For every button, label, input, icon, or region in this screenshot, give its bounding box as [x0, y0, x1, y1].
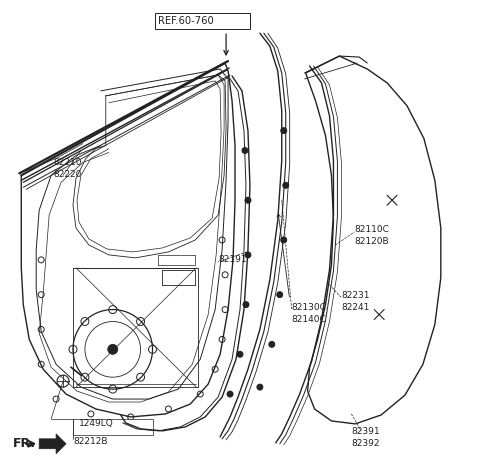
Text: REF.60-760: REF.60-760	[158, 16, 214, 26]
Text: 82191: 82191	[218, 255, 247, 264]
Circle shape	[281, 237, 287, 243]
Text: 82241: 82241	[341, 302, 370, 311]
Circle shape	[257, 384, 263, 390]
Text: 82120B: 82120B	[354, 237, 389, 246]
Text: 82140C: 82140C	[292, 315, 326, 323]
Circle shape	[242, 147, 248, 154]
Text: FR.: FR.	[13, 437, 36, 450]
Circle shape	[237, 351, 243, 357]
Bar	[73, 419, 153, 435]
Text: 1249LQ: 1249LQ	[79, 419, 114, 428]
Circle shape	[281, 128, 287, 134]
Circle shape	[243, 301, 249, 308]
Bar	[156, 13, 250, 29]
Text: 82220: 82220	[53, 170, 82, 179]
Circle shape	[283, 182, 288, 188]
Circle shape	[108, 345, 118, 354]
Circle shape	[245, 252, 251, 258]
Text: 82130C: 82130C	[292, 302, 326, 311]
Text: 82391: 82391	[351, 427, 380, 436]
Text: 82110C: 82110C	[354, 225, 389, 234]
Text: 82210: 82210	[53, 158, 82, 167]
Circle shape	[269, 341, 275, 347]
Text: 82392: 82392	[351, 439, 380, 448]
Text: 82231: 82231	[341, 291, 370, 300]
Text: 82212B: 82212B	[73, 437, 108, 446]
Circle shape	[227, 391, 233, 397]
Circle shape	[277, 292, 283, 298]
Circle shape	[245, 197, 251, 203]
Polygon shape	[39, 434, 66, 454]
